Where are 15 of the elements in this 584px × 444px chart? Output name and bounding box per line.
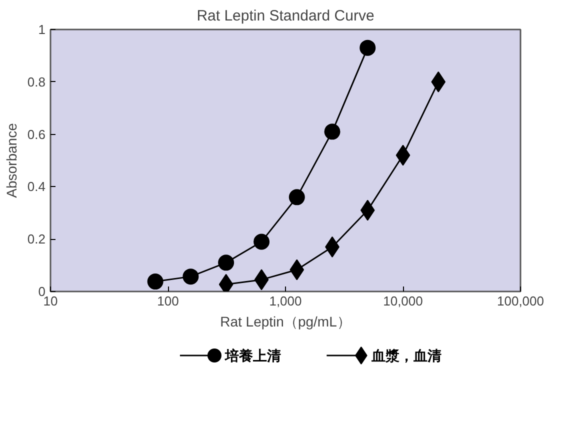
y-axis-title: Absorbance <box>3 122 20 198</box>
x-tick-label: 100 <box>157 294 179 308</box>
y-tick-label: 0.4 <box>27 179 46 194</box>
x-tick-label: 100,000 <box>497 294 544 308</box>
y-tick-label: 0.8 <box>27 74 46 90</box>
y-tick-label: 0.2 <box>27 232 46 247</box>
y-tick-label: 0.6 <box>27 126 46 142</box>
y-tick-label: 0 <box>38 284 46 299</box>
legend-label: 培養上清 <box>224 348 281 364</box>
x-axis-title: Rat Leptin（pg/mL） <box>220 314 351 330</box>
chart-title: Rat Leptin Standard Curve <box>196 8 374 24</box>
x-tick-label: 1,000 <box>269 294 302 308</box>
y-tick-label: 1 <box>38 22 46 37</box>
x-tick-label: 10,000 <box>383 294 423 308</box>
legend-label: 血漿，血清 <box>370 348 442 364</box>
